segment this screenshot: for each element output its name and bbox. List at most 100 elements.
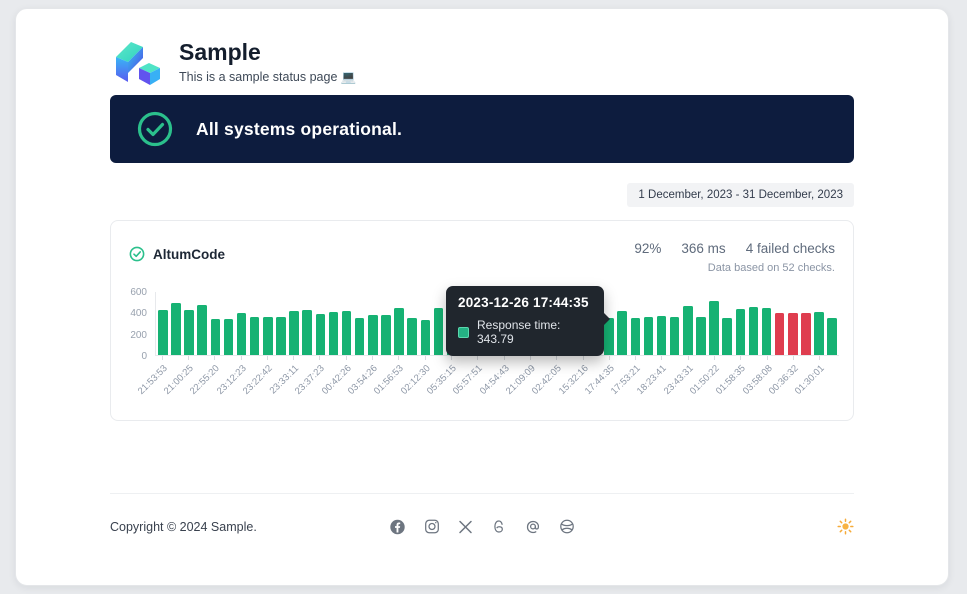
x-axis-tick (293, 356, 295, 360)
bar-response-time[interactable] (381, 315, 391, 355)
x-axis-tick (635, 356, 637, 360)
facebook-icon[interactable] (390, 519, 406, 535)
bar-failed-check[interactable] (774, 313, 785, 355)
page-subtitle: This is a sample status page 💻 (179, 70, 357, 84)
bar-response-time[interactable] (276, 316, 286, 355)
bar-response-time[interactable] (197, 304, 207, 355)
footer: Copyright © 2024 Sample. (110, 494, 854, 559)
x-axis-tick (661, 356, 663, 360)
x-axis-tick (372, 356, 374, 360)
bar-response-time[interactable] (328, 312, 339, 355)
x-axis-tick (345, 356, 347, 360)
x-axis-tick (161, 356, 163, 360)
bar-response-time[interactable] (171, 302, 181, 355)
bar-response-time[interactable] (669, 317, 680, 355)
copyright-text: Copyright © 2024 Sample. (110, 519, 257, 534)
bar-response-time[interactable] (249, 316, 260, 355)
monitor-card: AltumCode 92% 366 ms 4 failed checks Data … (110, 220, 854, 421)
y-axis-label: 600 (130, 287, 147, 298)
globe-icon[interactable] (560, 519, 575, 534)
status-page-card: Sample This is a sample status page 💻 Al… (15, 8, 949, 586)
x-axis-tick (714, 356, 716, 360)
failed-checks-stat: 4 failed checks (745, 241, 835, 256)
page-title: Sample (179, 39, 261, 65)
at-icon[interactable] (526, 519, 541, 534)
x-axis-tick (240, 356, 242, 360)
bar-response-time[interactable] (722, 317, 732, 355)
bar-response-time[interactable] (748, 306, 759, 355)
x-axis-tick (740, 356, 742, 360)
bar-response-time[interactable] (236, 313, 247, 355)
y-axis-label: 200 (130, 329, 147, 341)
x-axis-tick (687, 356, 689, 360)
x-axis-tick (266, 356, 268, 360)
tooltip-series-marker-icon (458, 326, 469, 338)
chart-plot: 2023-12-26 17:44:35 Response time: 343.7… (155, 286, 839, 356)
bar-response-time[interactable] (696, 317, 706, 355)
bar-response-time[interactable] (315, 313, 325, 355)
chart-x-axis: 21:53:53 21:00:25 22:55:20 23:12:23 23:22:42… (135, 356, 839, 408)
chart-y-axis: 0 200 400 600 (125, 287, 155, 362)
bar-failed-check[interactable] (801, 313, 811, 355)
bar-response-time[interactable] (761, 308, 772, 355)
chart-tooltip: 2023-12-26 17:44:35 Response time: 343.7… (446, 286, 610, 356)
x-icon[interactable] (459, 520, 473, 534)
x-axis-tick (187, 356, 189, 360)
x-axis-tick (319, 356, 321, 360)
footer-divider (110, 493, 854, 494)
bar-response-time[interactable] (289, 310, 299, 355)
x-axis-tick (819, 356, 821, 360)
x-axis-tick (503, 356, 505, 360)
bar-response-time[interactable] (630, 318, 640, 355)
bar-response-time[interactable] (368, 314, 378, 355)
bar-response-time[interactable] (263, 317, 273, 355)
x-axis-tick (556, 356, 558, 360)
tooltip-timestamp: 2023-12-26 17:44:35 (458, 295, 589, 310)
bar-response-time[interactable] (735, 309, 745, 355)
bar-response-time[interactable] (341, 310, 352, 355)
x-axis-tick (792, 356, 794, 360)
status-banner: All systems operational. (110, 95, 854, 163)
bar-response-time[interactable] (709, 301, 719, 355)
bar-response-time[interactable] (656, 316, 667, 355)
bar-response-time[interactable] (643, 316, 654, 355)
social-links (390, 519, 575, 535)
bar-response-time[interactable] (158, 310, 168, 355)
bar-response-time[interactable] (407, 317, 417, 355)
instagram-icon[interactable] (425, 519, 440, 534)
bar-response-time[interactable] (604, 318, 614, 355)
x-axis-tick (450, 356, 452, 360)
bar-response-time[interactable] (354, 318, 365, 355)
date-range-label: 1 December, 2023 - 31 December, 2023 (627, 183, 854, 207)
x-axis-tick (398, 356, 400, 360)
response-time-chart: 0 200 400 600 2023-12-26 17:44:35 Response … (125, 286, 839, 408)
x-axis-tick (424, 356, 426, 360)
bar-response-time[interactable] (394, 307, 404, 355)
bar-response-time[interactable] (814, 312, 824, 355)
threads-icon[interactable] (492, 519, 507, 534)
bar-response-time[interactable] (617, 311, 627, 355)
bar-response-time[interactable] (433, 308, 444, 355)
check-circle-icon (137, 111, 173, 147)
x-axis-tick (608, 356, 610, 360)
theme-toggle-sun-icon[interactable] (837, 518, 854, 535)
bar-response-time[interactable] (827, 318, 837, 355)
x-axis-tick (477, 356, 479, 360)
bar-response-time[interactable] (420, 319, 430, 355)
tooltip-value: Response time: 343.79 (477, 318, 561, 346)
uptime-stat: 92% (634, 241, 662, 256)
status-banner-message: All systems operational. (196, 118, 403, 139)
bar-failed-check[interactable] (788, 313, 798, 355)
y-axis-label: 400 (130, 308, 147, 320)
x-axis-tick (529, 356, 531, 360)
bar-response-time[interactable] (223, 318, 234, 355)
bar-response-time[interactable] (210, 319, 220, 355)
y-axis-label: 0 (141, 351, 147, 362)
bar-response-time[interactable] (184, 309, 194, 355)
avg-response-stat: 366 ms (681, 241, 726, 256)
bar-response-time[interactable] (302, 309, 312, 355)
monitor-name: AltumCode (153, 246, 225, 262)
x-axis-tick (214, 356, 216, 360)
bar-response-time[interactable] (683, 305, 693, 355)
x-axis-tick (766, 356, 768, 360)
